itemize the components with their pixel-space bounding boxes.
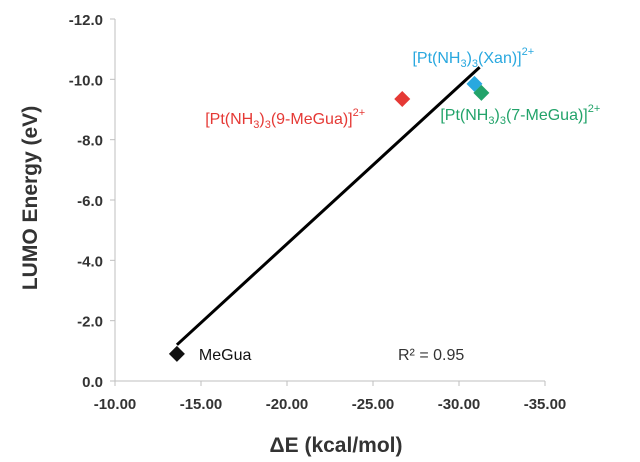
- point-label: [Pt(NH3)3(7-MeGua)]2+: [440, 103, 600, 127]
- y-tick-label: -4.0: [77, 253, 103, 270]
- data-point: [168, 345, 185, 362]
- points-group: [168, 75, 490, 362]
- y-tick-label: -2.0: [77, 314, 103, 331]
- y-axis-title: LUMO Energy (eV): [19, 106, 42, 290]
- axes: -10.00 -15.00 -20.00 -25.00 -30.00 -35.00 0.0 -…: [69, 12, 566, 413]
- y-tick-label: -8.0: [77, 133, 103, 150]
- x-axis-title: ΔE (kcal/mol): [270, 434, 403, 457]
- trendline-group: [175, 66, 481, 346]
- point-labels-group: MeGua [Pt(NH3)3(9-MeGua)]2+ [Pt(NH3)3(Xan)…: [199, 46, 600, 364]
- y-tick-label: -10.0: [69, 72, 103, 89]
- data-point: [473, 84, 490, 101]
- trendline: [175, 66, 481, 346]
- r-squared-annotation: R² = 0.95: [398, 347, 464, 364]
- data-point: [394, 90, 411, 107]
- x-tick-label: -10.00: [94, 396, 137, 413]
- x-tick-label: -15.00: [180, 396, 223, 413]
- point-label: [Pt(NH3)3(Xan)]2+: [412, 46, 534, 70]
- x-tick-label: -25.00: [352, 396, 395, 413]
- y-tick-label: 0.0: [82, 374, 103, 391]
- point-label: MeGua: [199, 347, 252, 364]
- y-tick-label: -12.0: [69, 12, 103, 29]
- x-tick-label: -20.00: [266, 396, 309, 413]
- x-tick-label: -35.00: [524, 396, 567, 413]
- y-tick-label: -6.0: [77, 193, 103, 210]
- point-label: [Pt(NH3)3(9-MeGua)]2+: [205, 107, 365, 131]
- x-tick-label: -30.00: [438, 396, 481, 413]
